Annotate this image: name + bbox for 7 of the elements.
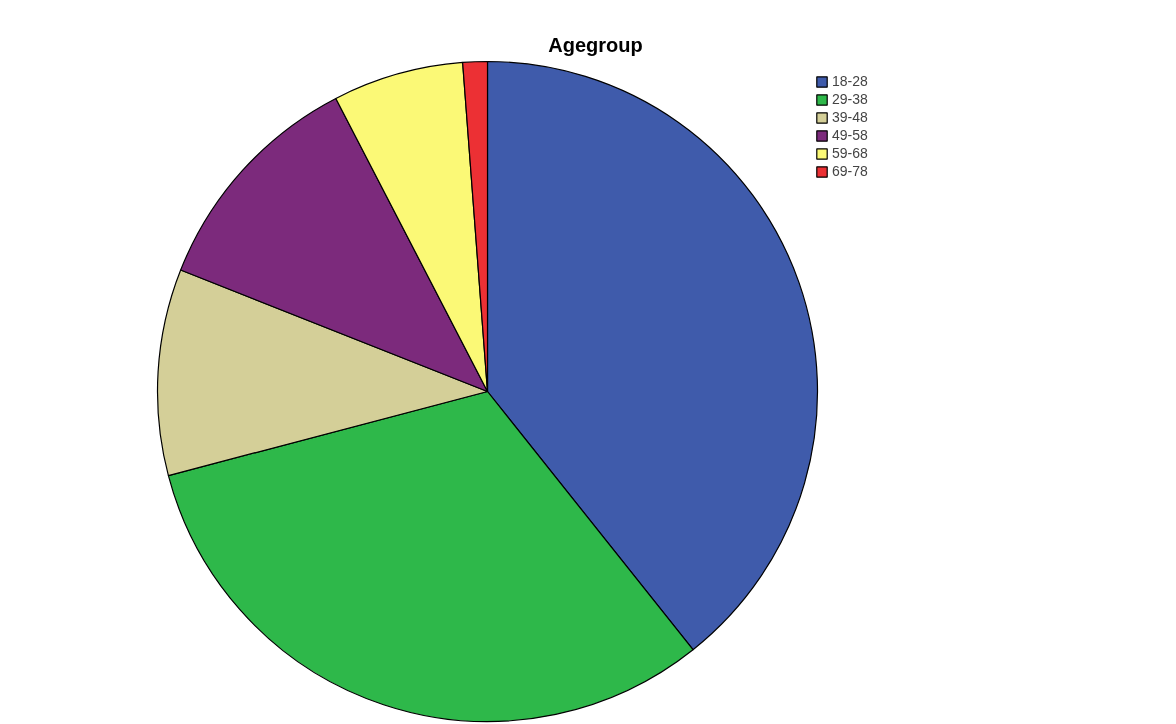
legend-label: 49-58 (832, 127, 868, 143)
legend-label: 69-78 (832, 163, 868, 179)
legend-label: 59-68 (832, 145, 868, 161)
legend-label: 29-38 (832, 91, 868, 107)
legend-label: 18-28 (832, 73, 868, 89)
chart-title: Agegroup (548, 33, 643, 56)
legend-label: 39-48 (832, 109, 868, 125)
